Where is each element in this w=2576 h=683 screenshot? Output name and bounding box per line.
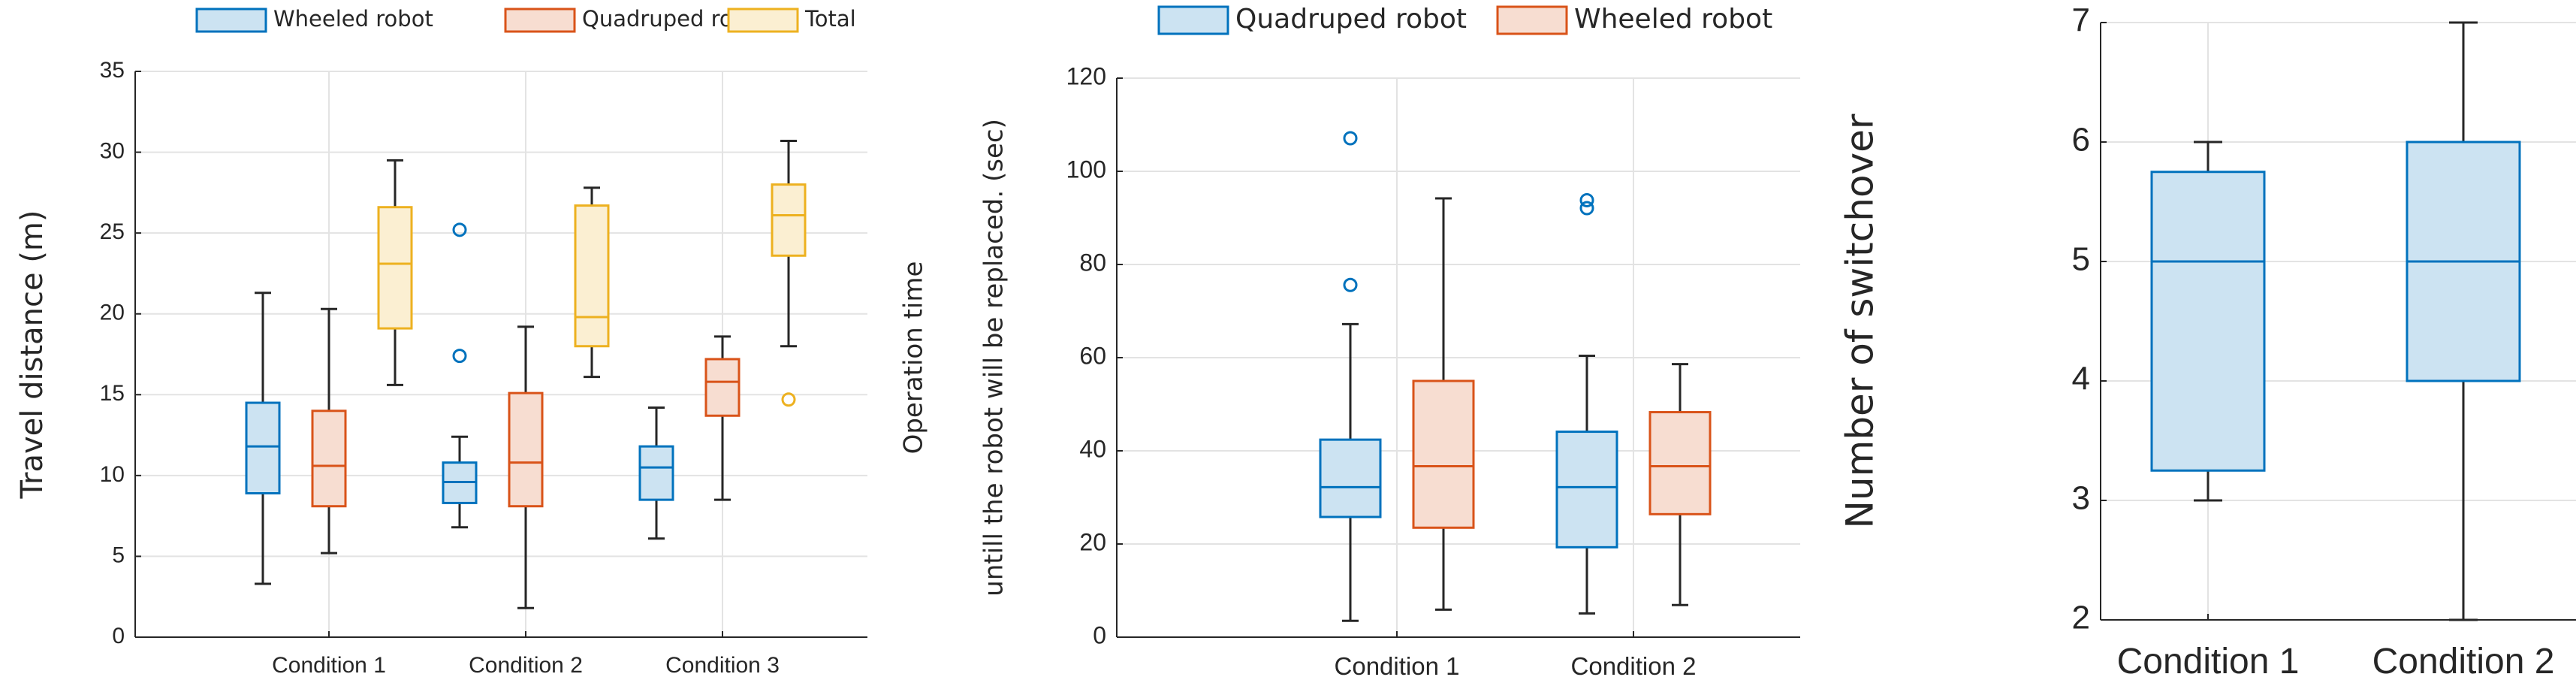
legend-swatch bbox=[1157, 5, 1229, 35]
box-quadruped-robot-1 bbox=[311, 307, 347, 555]
box-series-2 bbox=[2406, 21, 2521, 621]
box-total-1 bbox=[377, 159, 413, 386]
box-wheeled-robot-1 bbox=[1412, 197, 1475, 611]
y-axis-label: Number of switchover bbox=[1838, 113, 1882, 528]
legend-swatch bbox=[504, 8, 576, 33]
outlier-point bbox=[452, 349, 467, 364]
y-tick-label: 4 bbox=[2072, 361, 2090, 397]
y-tick-label: 20 bbox=[1079, 528, 1106, 555]
y-tick-label: 5 bbox=[112, 542, 125, 567]
box-wheeled-robot-1 bbox=[245, 292, 281, 585]
y-tick-label: 6 bbox=[2072, 122, 2090, 159]
outlier-point bbox=[452, 222, 467, 237]
legend: Quadruped robot Wheeled robot bbox=[1157, 4, 1772, 35]
box-iqr bbox=[638, 445, 674, 501]
box-total-2 bbox=[574, 186, 610, 379]
x-tick-label: Condition 2 bbox=[1571, 652, 1697, 680]
box-quadruped-robot-2 bbox=[1555, 192, 1618, 615]
y-tick-label: 35 bbox=[100, 58, 125, 83]
box-iqr bbox=[1555, 431, 1618, 549]
y-tick-label: 120 bbox=[1066, 62, 1106, 89]
y-tick-label: 15 bbox=[100, 381, 125, 406]
chart-3: 2 3 4 5 6 7 Condition 1 Condition 2 Number of sw… bbox=[1838, 2, 2576, 681]
box-iqr bbox=[245, 401, 281, 495]
legend-swatch bbox=[1496, 5, 1568, 35]
box-iqr bbox=[377, 206, 413, 330]
y-axis-label-line: untill the robot will be replaced. (sec) bbox=[979, 119, 1009, 597]
outlier-point bbox=[1343, 277, 1358, 292]
y-tick-label: 0 bbox=[112, 624, 125, 648]
y-tick-label: 2 bbox=[2072, 600, 2090, 636]
box-iqr bbox=[771, 183, 807, 257]
box-quadruped-robot-3 bbox=[704, 335, 741, 501]
box-iqr bbox=[1412, 379, 1475, 529]
y-tick-label: 100 bbox=[1066, 156, 1106, 183]
y-tick-label: 5 bbox=[2072, 241, 2090, 278]
box-iqr bbox=[508, 391, 544, 508]
outlier-point bbox=[1343, 131, 1358, 146]
outlier-point bbox=[1579, 201, 1594, 216]
chart-2: 0 20 40 60 80 100 120 Condition 1 Condition 2 Ope… bbox=[899, 4, 1800, 680]
legend-label: Wheeled robot bbox=[1574, 4, 1772, 35]
x-tick-label: Condition 1 bbox=[2117, 642, 2300, 681]
y-tick-label: 60 bbox=[1079, 342, 1106, 369]
x-tick-label: Condition 2 bbox=[2372, 642, 2555, 681]
box-quadruped-robot-1 bbox=[1319, 131, 1382, 622]
y-tick-label: 0 bbox=[1093, 621, 1106, 648]
box-iqr bbox=[704, 358, 741, 417]
y-tick-label: 80 bbox=[1079, 249, 1106, 276]
box-wheeled-robot-3 bbox=[638, 406, 674, 540]
legend-swatch bbox=[195, 8, 267, 33]
x-tick-label: Condition 1 bbox=[1335, 652, 1460, 680]
legend: Wheeled robot Quadruped robot Total bbox=[195, 6, 856, 33]
box-iqr bbox=[311, 409, 347, 508]
legend-swatch bbox=[727, 8, 799, 33]
box-iqr bbox=[2150, 171, 2266, 472]
box-quadruped-robot-2 bbox=[508, 325, 544, 609]
y-axis-label-line: Operation time bbox=[899, 261, 929, 455]
legend-label: Wheeled robot bbox=[273, 6, 433, 32]
box-iqr bbox=[574, 204, 610, 348]
x-tick-label: Condition 2 bbox=[469, 653, 583, 678]
x-tick-label: Condition 3 bbox=[665, 653, 780, 678]
box-wheeled-robot-2 bbox=[442, 222, 478, 529]
y-axis-label: Travel distance (m) bbox=[15, 210, 50, 499]
y-tick-label: 10 bbox=[100, 462, 125, 487]
box-series-1 bbox=[2150, 141, 2266, 502]
x-tick-label: Condition 1 bbox=[272, 653, 386, 678]
legend-label: Total bbox=[804, 6, 856, 32]
y-tick-label: 3 bbox=[2072, 480, 2090, 517]
y-tick-label: 25 bbox=[100, 219, 125, 244]
box-iqr bbox=[1648, 411, 1712, 515]
outlier-point bbox=[781, 392, 796, 407]
box-iqr bbox=[1319, 438, 1382, 518]
outlier-point bbox=[1579, 192, 1594, 207]
legend-label: Quadruped robot bbox=[1235, 4, 1467, 35]
y-tick-label: 30 bbox=[100, 138, 125, 163]
chart-1: 0 5 10 15 20 25 30 35 Condition 1 Condition 2 Cond… bbox=[15, 6, 867, 678]
box-total-3 bbox=[771, 140, 807, 407]
y-tick-label: 20 bbox=[100, 301, 125, 325]
y-tick-label: 40 bbox=[1079, 435, 1106, 462]
box-wheeled-robot-2 bbox=[1648, 363, 1712, 606]
y-tick-label: 7 bbox=[2072, 2, 2090, 39]
